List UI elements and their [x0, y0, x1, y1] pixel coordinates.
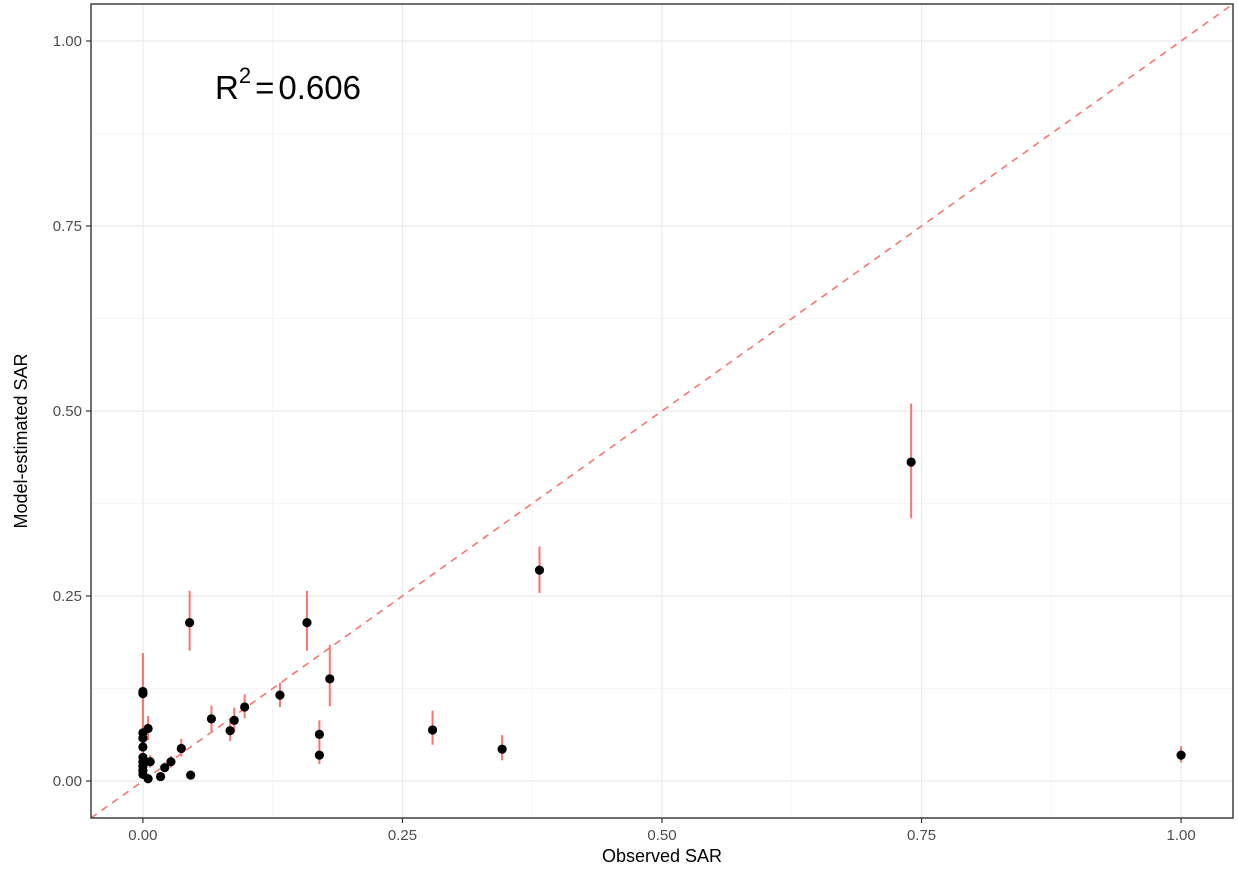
data-point — [143, 723, 153, 734]
x-tick-label: 0.00 — [128, 827, 157, 844]
data-point — [155, 771, 166, 782]
data-point — [534, 565, 545, 575]
data-point — [166, 757, 176, 767]
data-points — [138, 457, 1186, 784]
r-squared-base: R — [215, 69, 239, 106]
data-point — [160, 763, 170, 773]
r-squared-superscript: 2 — [239, 63, 251, 88]
data-point — [138, 733, 148, 743]
x-tick-label: 0.50 — [647, 827, 676, 844]
r-squared-relation: = — [255, 69, 274, 106]
data-point — [138, 742, 148, 752]
data-point — [206, 714, 217, 724]
data-point — [186, 770, 196, 780]
data-point — [497, 744, 507, 754]
r-squared-value: 0.606 — [278, 69, 361, 106]
x-tick-label: 1.00 — [1166, 827, 1195, 844]
data-point — [275, 690, 285, 700]
grid — [91, 4, 1233, 818]
data-point — [176, 743, 186, 754]
data-point — [1176, 750, 1186, 760]
data-point — [143, 774, 153, 784]
data-point — [314, 750, 324, 760]
data-point — [314, 729, 324, 739]
y-tick-label: 0.75 — [53, 218, 82, 235]
y-axis-title: Model-estimated SAR — [11, 353, 31, 528]
r-squared-annotation: R2 = 0.606 — [215, 63, 361, 106]
data-point — [427, 725, 438, 735]
data-point — [906, 457, 916, 467]
data-point — [302, 618, 312, 628]
y-tick-label: 0.25 — [53, 588, 82, 605]
data-point — [185, 618, 195, 628]
x-tick-label: 0.25 — [388, 827, 417, 844]
data-point — [225, 726, 235, 736]
data-point — [325, 674, 335, 684]
y-tick-label: 0.00 — [53, 773, 82, 790]
axes: 0.00 0.25 0.50 0.75 1.00 0.00 0.25 0.50 0.75 1.00 — [53, 33, 1196, 844]
data-point — [240, 702, 250, 712]
data-point — [229, 715, 239, 725]
x-tick-label: 0.75 — [907, 827, 936, 844]
data-point — [138, 689, 148, 699]
y-tick-label: 1.00 — [53, 33, 82, 50]
data-point — [145, 757, 155, 767]
y-tick-label: 0.50 — [53, 403, 82, 420]
x-axis-title: Observed SAR — [602, 846, 722, 866]
